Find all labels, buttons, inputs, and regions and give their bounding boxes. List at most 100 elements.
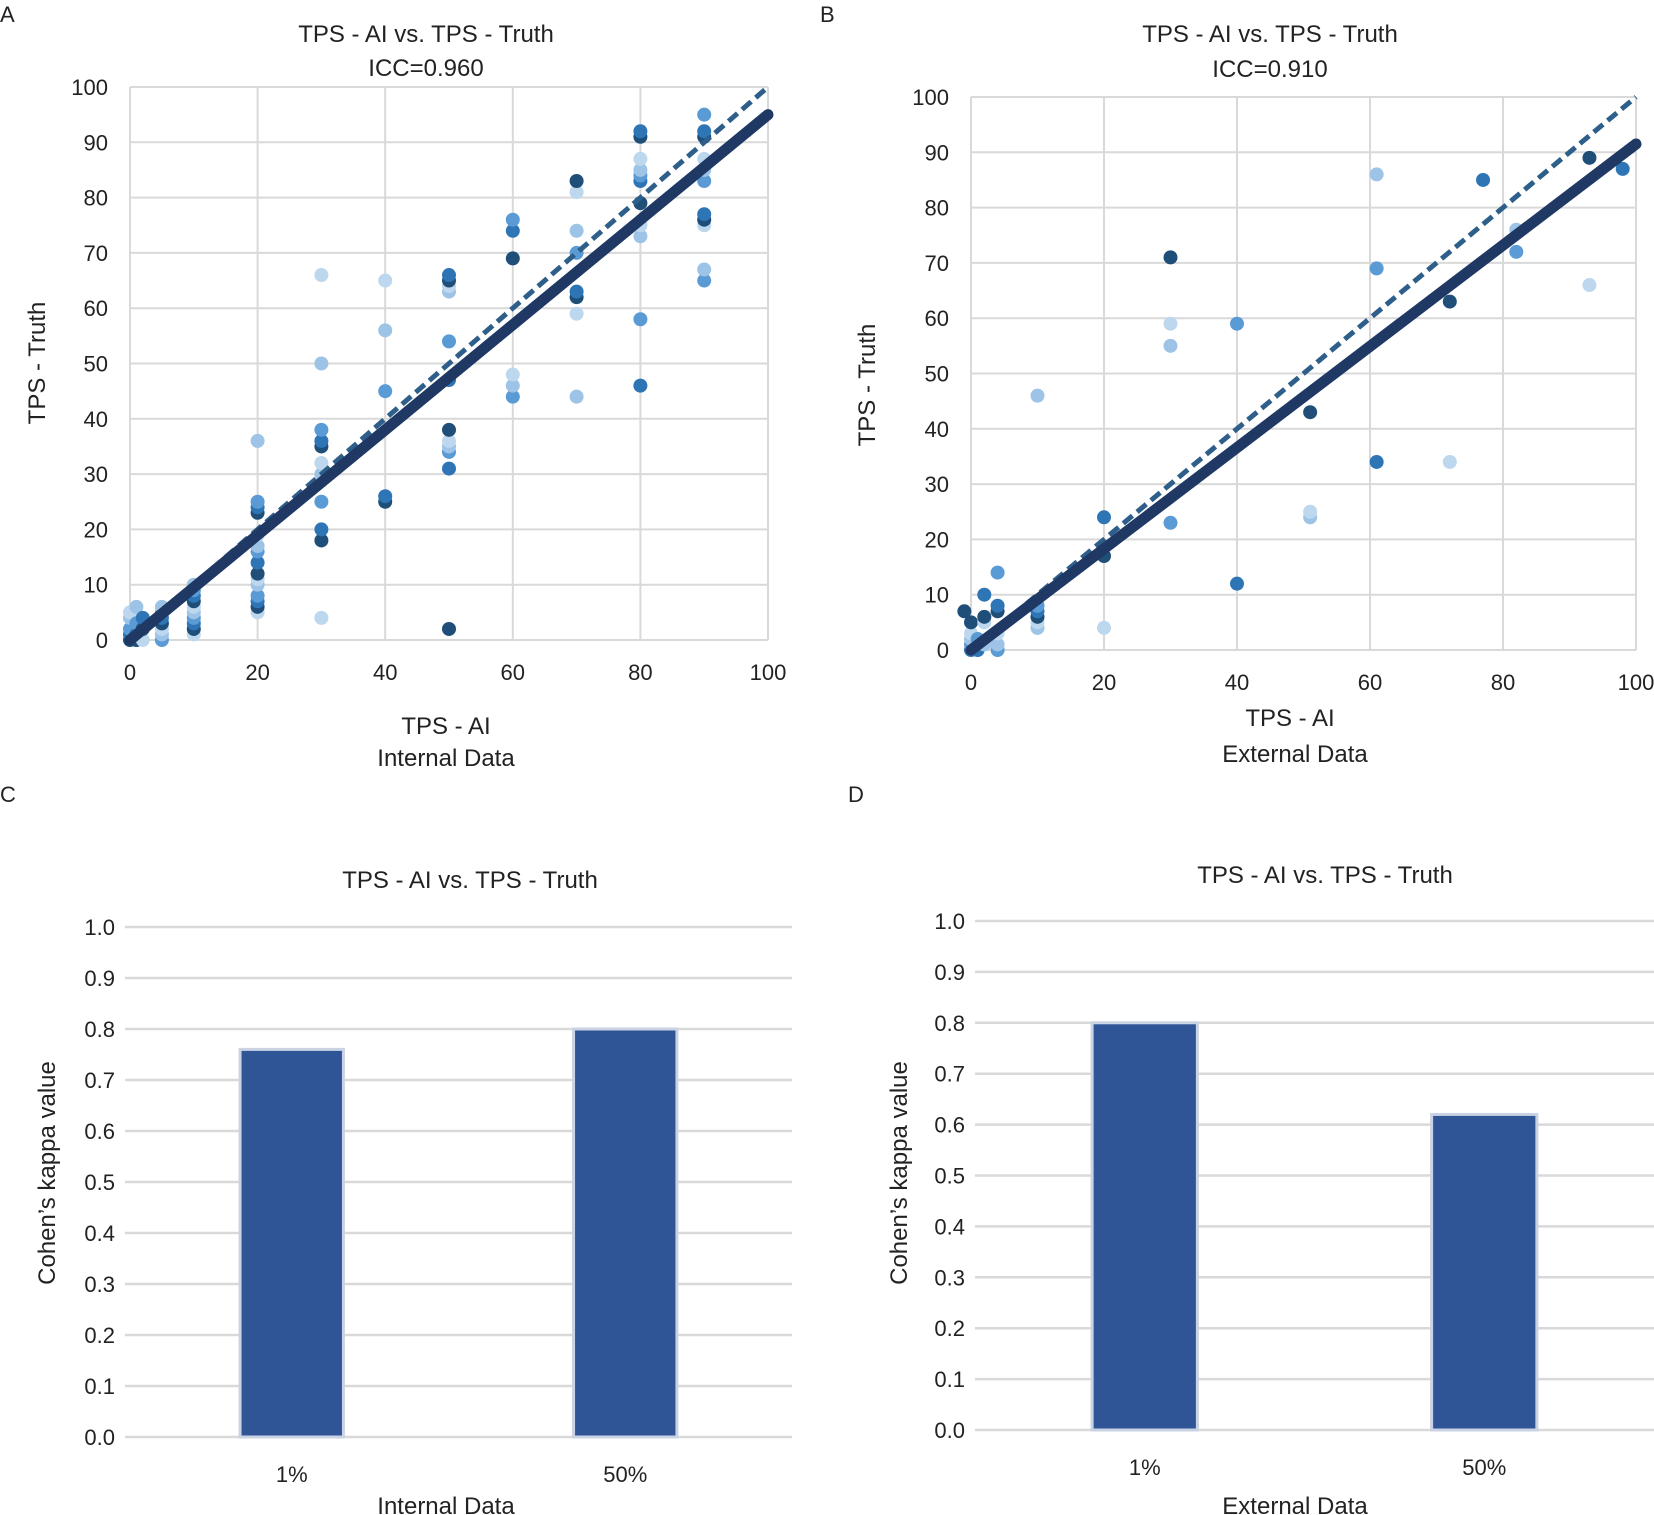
x-tick-label: 100 — [750, 660, 787, 685]
fit-line — [965, 138, 1642, 656]
y-tick-label: 100 — [912, 85, 949, 110]
x-tick-label: 50% — [603, 1462, 647, 1487]
data-point — [1303, 405, 1318, 420]
data-point — [1163, 515, 1178, 530]
data-point — [314, 433, 329, 448]
y-tick-label: 0.1 — [84, 1374, 115, 1399]
chart-subtitle: ICC=0.910 — [1212, 56, 1327, 83]
chart-b — [957, 95, 1642, 657]
data-point — [1230, 316, 1244, 331]
data-point — [250, 588, 265, 603]
y-tick-label: 0 — [937, 638, 949, 663]
data-point — [633, 312, 648, 327]
y-tick-label: 0.6 — [934, 1113, 965, 1138]
data-point — [977, 609, 992, 624]
y-tick-label: 0.9 — [84, 966, 115, 991]
x-tick-label: 20 — [1092, 670, 1116, 695]
data-point — [569, 389, 584, 404]
data-point — [1163, 338, 1178, 353]
y-tick-label: 0.0 — [84, 1425, 115, 1450]
x-tick-label: 1% — [276, 1462, 308, 1487]
data-point — [1442, 294, 1457, 309]
data-point — [633, 229, 648, 244]
data-point — [1476, 172, 1491, 187]
data-point — [442, 461, 456, 476]
data-point — [314, 494, 329, 509]
data-point — [314, 422, 329, 437]
data-point — [990, 565, 1005, 580]
y-tick-label: 80 — [925, 196, 949, 221]
data-point — [378, 384, 393, 399]
y-tick-label: 50 — [84, 352, 108, 377]
data-point — [633, 124, 648, 139]
x-tick-label: 40 — [1225, 670, 1249, 695]
data-point — [569, 284, 584, 299]
data-point — [633, 162, 648, 177]
y-tick-label: 0.7 — [84, 1068, 115, 1093]
data-point — [697, 174, 712, 189]
data-point — [569, 306, 584, 321]
chart-title: TPS - AI vs. TPS - Truth — [1142, 21, 1398, 48]
data-point — [990, 637, 1005, 652]
x-tick-label: 80 — [1491, 670, 1515, 695]
fit-line — [124, 109, 774, 646]
data-point — [314, 610, 329, 625]
data-point — [1163, 250, 1178, 265]
data-point — [250, 566, 265, 581]
y-tick-label: 0.8 — [934, 1011, 965, 1036]
data-point — [505, 389, 520, 404]
data-point — [314, 356, 329, 371]
data-point — [964, 615, 978, 630]
data-point — [1097, 510, 1111, 525]
y-tick-label: 1.0 — [84, 915, 115, 940]
y-tick-label: 0.1 — [934, 1367, 965, 1392]
y-tick-label: 40 — [925, 417, 949, 442]
y-tick-label: 0.5 — [84, 1170, 115, 1195]
y-tick-label: 100 — [71, 75, 108, 100]
chart-a — [123, 85, 774, 647]
data-point — [250, 494, 265, 509]
x-tick-label: 20 — [245, 660, 269, 685]
y-tick-label: 90 — [84, 130, 108, 155]
data-point — [1582, 278, 1597, 293]
y-tick-label: 60 — [925, 306, 949, 331]
data-point — [442, 621, 456, 636]
y-tick-label: 30 — [84, 462, 108, 487]
panel-label-b: B — [820, 2, 835, 27]
data-point — [505, 212, 520, 227]
data-point — [1509, 244, 1524, 259]
data-point — [1369, 454, 1384, 469]
data-point — [1303, 504, 1318, 519]
y-tick-label: 1.0 — [934, 909, 965, 934]
data-point — [505, 367, 520, 382]
data-point — [977, 587, 992, 602]
y-tick-label: 0.9 — [934, 960, 965, 985]
data-point — [250, 433, 265, 448]
x-tick-label: 1% — [1129, 1455, 1161, 1480]
chart-c — [125, 925, 792, 1439]
data-point — [505, 251, 520, 266]
data-point — [569, 223, 584, 238]
data-point — [569, 174, 584, 189]
x-tick-label: 60 — [1358, 670, 1382, 695]
x-tick-label: 100 — [1618, 670, 1654, 695]
chart-d — [975, 919, 1654, 1432]
y-tick-label: 0.3 — [934, 1265, 965, 1290]
y-tick-label: 70 — [84, 241, 108, 266]
data-point — [957, 604, 972, 619]
data-point — [442, 422, 456, 437]
data-point — [378, 489, 393, 504]
y-tick-label: 50 — [925, 362, 949, 387]
x-axis-title: Internal Data — [377, 1493, 515, 1515]
bar-1pct — [238, 1047, 345, 1439]
y-tick-label: 60 — [84, 296, 108, 321]
y-tick-label: 0.5 — [934, 1164, 965, 1189]
y-tick-label: 20 — [925, 527, 949, 552]
y-axis-title: Cohen’s kappa value — [34, 1061, 61, 1285]
y-tick-label: 10 — [925, 583, 949, 608]
data-point — [1615, 161, 1630, 176]
y-axis-title: Cohen’s kappa value — [886, 1061, 913, 1285]
data-point — [314, 456, 329, 471]
dataset-label: Internal Data — [377, 745, 515, 772]
data-point — [1030, 388, 1045, 403]
